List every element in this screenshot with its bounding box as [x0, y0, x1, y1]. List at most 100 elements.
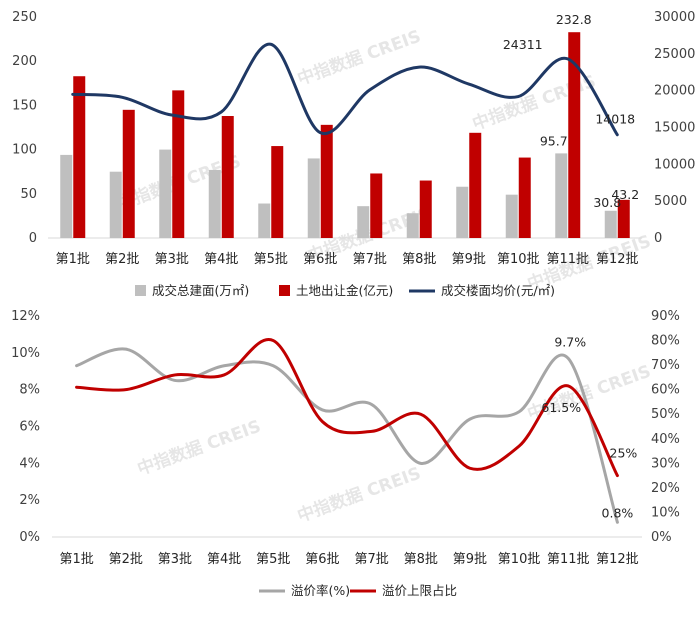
y2-tick-label: 80%	[651, 334, 680, 349]
x-tick-label: 第7批	[354, 552, 388, 567]
chart1-data-labels: 232.8 24311 14018 95.7 43.2 30.8	[503, 12, 639, 210]
bar-land	[370, 173, 383, 238]
x-tick-label: 第3批	[158, 552, 192, 567]
y2-tick-label: 60%	[651, 383, 680, 398]
y-tick-label: 200	[12, 54, 37, 69]
x-tick-label: 第11批	[547, 552, 590, 567]
bar-land	[271, 146, 284, 238]
y2-tick-label: 20000	[654, 84, 695, 99]
y-tick-label: 4%	[19, 456, 40, 471]
chart1-bars	[60, 32, 630, 238]
bar-land	[469, 132, 482, 238]
y2-tick-label: 10000	[654, 157, 695, 172]
legend-label-premium-rate: 溢价率(%)	[291, 583, 350, 598]
chart2-legend: 溢价率(%) 溢价上限占比	[259, 583, 457, 598]
y-tick-label: 0%	[19, 530, 40, 545]
bar-area	[159, 149, 172, 238]
x-tick-label: 第10批	[498, 552, 541, 567]
y-tick-label: 10%	[11, 346, 40, 361]
data-label-rate-last: 0.8%	[602, 505, 634, 520]
watermark: 中指数据 CREIS	[135, 416, 264, 480]
x-tick-label: 第7批	[353, 252, 387, 267]
bar-land	[617, 199, 630, 238]
data-label-rate-peak: 9.7%	[554, 334, 586, 349]
chart2-data-labels: 9.7% 61.5% 25% 0.8%	[541, 334, 637, 520]
x-tick-label: 第11批	[546, 252, 589, 267]
x-tick-label: 第1批	[56, 252, 90, 267]
y2-tick-label: 90%	[651, 309, 680, 324]
chart2-lines	[75, 338, 619, 524]
x-tick-label: 第12批	[596, 552, 639, 567]
watermark: 中指数据 CREIS	[295, 463, 424, 527]
y2-tick-label: 25000	[654, 47, 695, 62]
legend-swatch-land	[279, 285, 290, 296]
chart2-axes: 0% 2% 4% 6% 8% 10% 12% 0% 10% 20% 30% 40% 50% 60% 70% 8…	[11, 309, 680, 567]
x-tick-label: 第5批	[254, 252, 288, 267]
bar-land	[122, 109, 135, 238]
bar-area	[456, 186, 469, 238]
bar-land	[221, 116, 234, 238]
bar-land	[73, 76, 86, 238]
y-tick-label: 2%	[19, 493, 40, 508]
x-tick-label: 第9批	[453, 552, 487, 567]
chart1-axes: 0 50 100 150 200 250 0 5000 10000 15000 20000 25000…	[12, 10, 695, 267]
chart1-price-line	[71, 42, 619, 137]
bar-land	[320, 124, 333, 238]
bar-area	[505, 194, 518, 238]
bar-area	[604, 210, 617, 238]
legend-label-land: 土地出让金(亿元)	[296, 283, 393, 298]
bar-land	[172, 90, 185, 238]
line-cap-ratio	[75, 338, 619, 478]
bar-area	[208, 169, 221, 238]
x-tick-label: 第8批	[402, 252, 436, 267]
bar-area	[406, 213, 419, 238]
bar-area	[555, 153, 568, 238]
y2-tick-label: 20%	[651, 481, 680, 496]
x-tick-label: 第2批	[105, 252, 139, 267]
data-label-area-last: 30.8	[593, 195, 621, 210]
bar-land	[568, 32, 581, 238]
bar-land	[419, 180, 432, 238]
x-tick-label: 第4批	[204, 252, 238, 267]
x-tick-label: 第5批	[256, 552, 290, 567]
y-tick-label: 100	[12, 143, 37, 158]
y-tick-label: 50	[20, 187, 37, 202]
data-label-area-peak: 95.7	[540, 133, 568, 148]
x-tick-label: 第1批	[59, 552, 93, 567]
line-price	[71, 42, 619, 137]
y2-tick-label: 40%	[651, 432, 680, 447]
y2-tick-label: 0%	[651, 530, 672, 545]
bar-area	[60, 154, 73, 238]
y2-tick-label: 50%	[651, 407, 680, 422]
x-tick-label: 第8批	[404, 552, 438, 567]
x-tick-label: 第10批	[497, 252, 540, 267]
x-tick-label: 第6批	[303, 252, 337, 267]
y2-tick-label: 10%	[651, 505, 680, 520]
x-tick-label: 第6批	[305, 552, 339, 567]
x-tick-label: 第9批	[452, 252, 486, 267]
data-label-price-peak: 24311	[503, 37, 543, 52]
bar-area	[109, 171, 122, 238]
y2-tick-label: 30000	[654, 10, 695, 25]
y-tick-label: 6%	[19, 420, 40, 435]
data-label-cap-peak: 61.5%	[541, 400, 581, 415]
y-tick-label: 12%	[11, 309, 40, 324]
bar-area	[357, 206, 370, 238]
y-tick-label: 250	[12, 10, 37, 25]
y-tick-label: 8%	[19, 383, 40, 398]
data-label-land-peak: 232.8	[556, 12, 592, 27]
data-label-land-last: 43.2	[611, 187, 639, 202]
y-tick-label: 150	[12, 98, 37, 113]
bar-area	[258, 203, 271, 238]
chart1-legend: 成交总建面(万㎡) 土地出让金(亿元) 成交楼面均价(元/㎡)	[135, 283, 555, 298]
line-premium-rate	[75, 347, 619, 524]
legend-label-cap-ratio: 溢价上限占比	[382, 583, 457, 598]
legend-swatch-area	[135, 285, 146, 296]
y2-tick-label: 30%	[651, 456, 680, 471]
x-tick-label: 第2批	[109, 552, 143, 567]
legend-label-price: 成交楼面均价(元/㎡)	[441, 283, 555, 298]
y-tick-label: 0	[29, 231, 37, 246]
x-tick-label: 第3批	[155, 252, 189, 267]
